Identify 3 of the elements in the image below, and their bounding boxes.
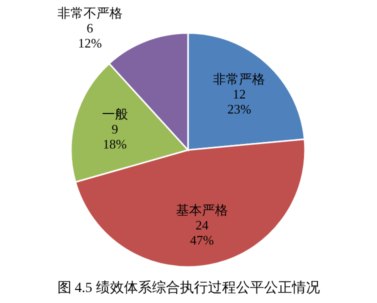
- slice-label: 非常不严格: [57, 5, 122, 20]
- text: 图 4.5 绩效体系综合执行过程公平公正情况: [57, 280, 320, 296]
- data-label: 6 12%: [78, 20, 102, 50]
